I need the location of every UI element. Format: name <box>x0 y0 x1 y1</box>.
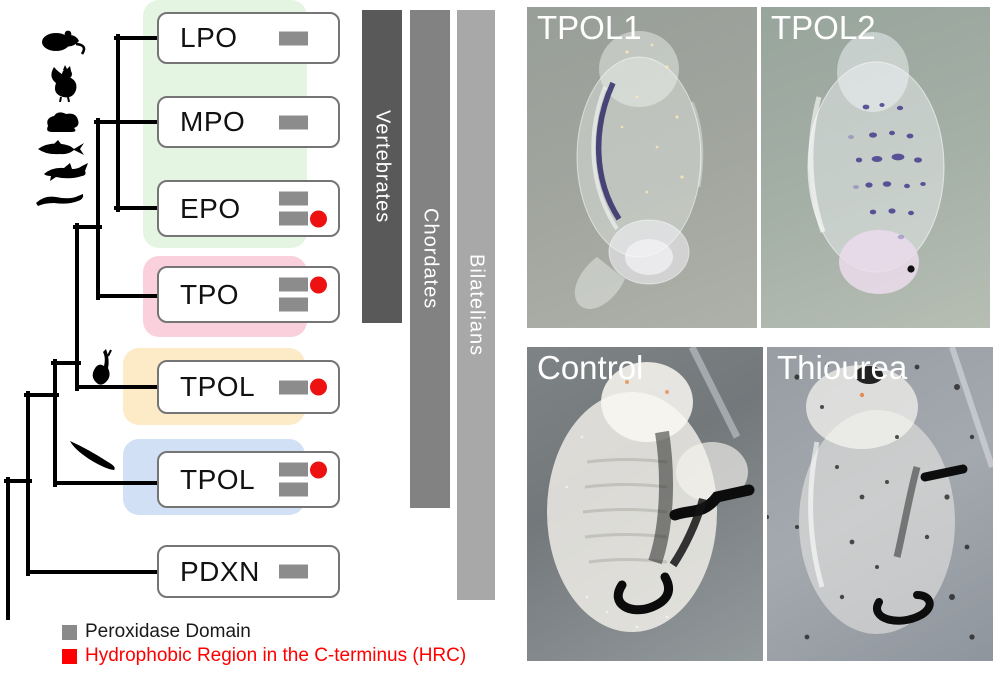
phylogenetic-tree <box>4 34 160 620</box>
gene-label: PDXN <box>180 555 260 587</box>
gene-box-epo: EPO <box>157 180 340 237</box>
gene-label: TPOL <box>180 371 256 402</box>
micrograph-label: TPOL1 <box>537 9 642 46</box>
gene-label: MPO <box>180 106 246 137</box>
hrc-swatch <box>62 648 77 664</box>
hrc-dot <box>310 461 327 478</box>
peroxidase-domain-bar <box>279 380 308 394</box>
peroxidase-domain-bar <box>279 191 308 206</box>
peroxidase-domain-bar <box>279 564 308 579</box>
micrograph-label: Control <box>537 349 644 386</box>
micrograph-control: Control <box>527 347 763 661</box>
clade-bar-chordates: Chordates <box>410 10 450 508</box>
legend: Peroxidase Domain Hydrophobic Region in … <box>62 620 466 668</box>
gene-label: TPO <box>180 278 240 310</box>
domain-diagram <box>279 457 327 502</box>
ascidian-larva-icon <box>92 349 112 385</box>
embryo-illustration <box>547 347 755 632</box>
micrograph-label: Thiourea <box>777 349 908 386</box>
gene-box-pdxn: PDXN <box>157 545 340 598</box>
legend-label: Hydrophobic Region in the C-terminus (HR… <box>85 645 467 666</box>
peroxidase-domain-bar <box>279 482 308 497</box>
domain-diagram <box>279 375 327 400</box>
gene-box-tpol-ascidian: TPOL <box>157 360 340 414</box>
domain-diagram <box>279 272 327 317</box>
legend-row-hrc: Hydrophobic Region in the C-terminus (HR… <box>62 644 466 668</box>
embryo-illustration <box>807 32 945 294</box>
peroxidase-domain-bar <box>279 462 308 477</box>
embryo-illustration <box>767 347 993 640</box>
micrograph-label: TPOL2 <box>771 9 876 46</box>
gene-box-lpo: LPO <box>157 12 340 64</box>
gene-label: TPOL <box>180 463 256 495</box>
gene-label: LPO <box>180 22 238 53</box>
legend-row-peroxidase: Peroxidase Domain <box>62 620 466 644</box>
peroxidase-domain-swatch <box>62 624 77 640</box>
peroxidase-domain-bar <box>279 115 308 129</box>
embryo-illustration <box>574 31 704 309</box>
clade-bar-vertebrates: Vertebrates <box>362 10 402 323</box>
micrograph-thiourea: Thiourea <box>767 347 993 661</box>
shark-icon <box>44 163 88 181</box>
hrc-dot <box>310 210 327 227</box>
trout-icon <box>38 140 84 155</box>
domain-diagram <box>279 186 327 231</box>
domain-diagram <box>279 559 308 584</box>
lamprey-icon <box>36 194 84 206</box>
hrc-dot <box>310 378 327 396</box>
gene-box-mpo: MPO <box>157 96 340 148</box>
frog-icon <box>47 112 79 132</box>
domain-diagram <box>279 26 308 51</box>
clade-bar-label: Chordates <box>419 208 442 310</box>
amphioxus-icon <box>70 441 115 470</box>
clade-bar-label: Bilatelians <box>465 253 488 357</box>
hrc-dot <box>310 276 327 293</box>
gene-box-tpo: TPO <box>157 266 340 323</box>
mouse-icon <box>42 30 86 55</box>
clade-bar-bilatelians: Bilatelians <box>457 10 495 600</box>
micrograph-tpol2: TPOL2 <box>761 7 990 328</box>
clade-bar-label: Vertebrates <box>371 109 394 224</box>
rooster-icon <box>51 65 77 102</box>
domain-diagram <box>279 110 308 135</box>
micrograph-tpol1: TPOL1 <box>527 7 757 328</box>
gene-label: EPO <box>180 192 241 224</box>
peroxidase-domain-bar <box>279 211 308 226</box>
peroxidase-domain-bar <box>279 31 308 45</box>
legend-label: Peroxidase Domain <box>85 621 251 642</box>
peroxidase-domain-bar <box>279 297 308 312</box>
peroxidase-domain-bar <box>279 277 308 292</box>
gene-box-tpol-amphioxus: TPOL <box>157 451 340 508</box>
